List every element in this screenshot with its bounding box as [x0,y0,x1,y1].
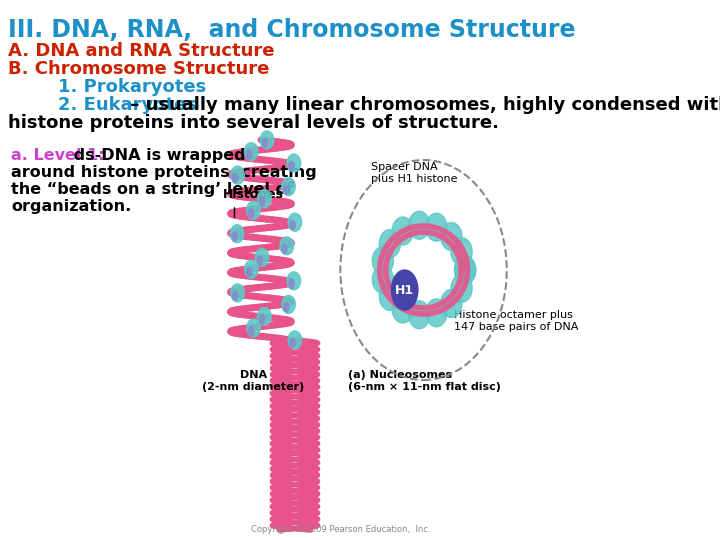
Circle shape [287,272,301,290]
Circle shape [379,282,400,310]
Circle shape [282,295,295,313]
Text: around histone proteins, creating: around histone proteins, creating [12,165,317,180]
Text: A. DNA and RNA Structure: A. DNA and RNA Structure [8,42,274,60]
Ellipse shape [246,268,252,277]
Ellipse shape [290,221,295,230]
Ellipse shape [284,303,289,312]
Circle shape [247,201,260,219]
Circle shape [379,230,400,258]
Circle shape [392,295,413,323]
Circle shape [454,256,476,284]
Text: the “beads on a string’ level of: the “beads on a string’ level of [12,182,294,197]
Circle shape [247,319,261,337]
Ellipse shape [233,173,238,183]
Circle shape [280,237,294,255]
Ellipse shape [248,208,254,218]
Text: 2. Eukaryotes: 2. Eukaryotes [8,96,197,114]
Text: Histone octamer plus
147 base pairs of DNA: Histone octamer plus 147 base pairs of D… [454,310,578,332]
Circle shape [287,154,301,172]
Circle shape [258,190,271,208]
Circle shape [451,238,472,266]
Ellipse shape [289,279,294,288]
Circle shape [372,265,393,293]
Ellipse shape [284,185,289,194]
Circle shape [288,213,302,231]
Circle shape [260,131,274,149]
Circle shape [392,217,413,245]
Text: histone proteins into several levels of structure.: histone proteins into several levels of … [8,114,498,132]
Circle shape [230,166,244,184]
Circle shape [255,248,269,266]
Text: – usually many linear chromosomes, highly condensed with: – usually many linear chromosomes, highl… [124,96,720,114]
Ellipse shape [289,161,294,171]
Circle shape [441,222,462,251]
Ellipse shape [282,244,287,253]
Circle shape [258,307,271,326]
Circle shape [426,299,447,327]
Circle shape [244,143,258,160]
Text: DNA
(2-nm diameter): DNA (2-nm diameter) [202,370,305,392]
Ellipse shape [233,292,238,300]
Text: organization.: organization. [12,199,132,214]
Circle shape [230,284,244,302]
Circle shape [441,289,462,318]
Ellipse shape [246,150,251,159]
Ellipse shape [262,138,267,147]
Circle shape [451,274,472,302]
Circle shape [409,301,430,329]
Circle shape [454,256,476,284]
Text: H1: H1 [395,284,414,296]
Ellipse shape [248,327,254,335]
Text: Copyright © 2009 Pearson Education,  Inc.: Copyright © 2009 Pearson Education, Inc. [251,525,430,534]
Circle shape [230,225,244,243]
Text: (a) Nucleosomes
(6-nm × 11-nm flat disc): (a) Nucleosomes (6-nm × 11-nm flat disc) [348,370,501,392]
Ellipse shape [259,315,265,324]
Circle shape [372,247,393,275]
Circle shape [409,211,430,239]
Ellipse shape [392,270,418,310]
Circle shape [282,178,295,195]
Text: 1. Prokaryotes: 1. Prokaryotes [8,78,206,96]
Circle shape [288,331,302,349]
Ellipse shape [260,197,265,206]
Text: B. Chromosome Structure: B. Chromosome Structure [8,60,269,78]
Ellipse shape [257,256,262,265]
Circle shape [245,260,258,278]
Text: Spacer DNA
plus H1 histone: Spacer DNA plus H1 histone [371,162,457,184]
Text: Histones: Histones [223,188,284,201]
Text: a. Level 1:: a. Level 1: [12,148,105,163]
Ellipse shape [290,339,295,348]
Text: III. DNA, RNA,  and Chromosome Structure: III. DNA, RNA, and Chromosome Structure [8,18,575,42]
Circle shape [426,213,447,241]
Text: ds-DNA is wrapped: ds-DNA is wrapped [68,148,246,163]
Ellipse shape [232,232,238,241]
